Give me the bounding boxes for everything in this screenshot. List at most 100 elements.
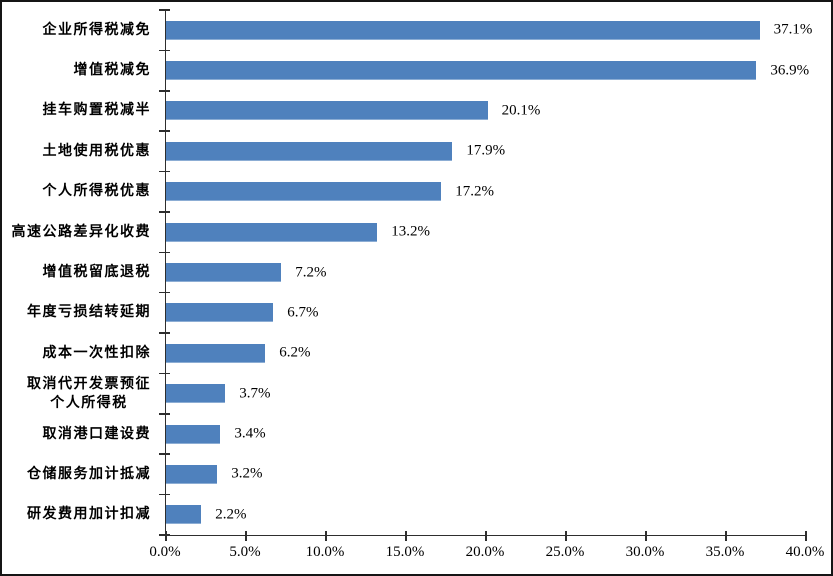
y-axis-tick xyxy=(159,332,170,334)
x-axis-tick xyxy=(725,531,727,541)
value-label: 13.2% xyxy=(391,223,430,240)
bar xyxy=(166,61,757,81)
x-tick-label: 35.0% xyxy=(705,544,745,560)
y-axis-tick xyxy=(159,534,170,536)
category-row: 挂车购置税减半 xyxy=(2,91,158,131)
bar-row: 20.1% xyxy=(166,91,806,131)
x-axis-tick xyxy=(405,531,407,541)
bar xyxy=(166,303,274,323)
x-axis-tick xyxy=(245,531,247,541)
y-axis-tick xyxy=(159,90,170,92)
category-row: 取消港口建设费 xyxy=(2,414,158,454)
category-row: 研发费用加计扣减 xyxy=(2,495,158,535)
category-row: 个人所得税优惠 xyxy=(2,172,158,212)
bar xyxy=(166,263,282,283)
y-axis-tick xyxy=(159,9,170,11)
bar-row: 3.7% xyxy=(166,374,806,414)
category-label: 企业所得税减免 xyxy=(42,22,151,38)
value-label: 6.7% xyxy=(287,304,319,321)
bar xyxy=(166,505,202,525)
y-axis-tick xyxy=(159,211,170,213)
category-row: 土地使用税优惠 xyxy=(2,131,158,171)
bar xyxy=(166,343,266,363)
value-label: 3.2% xyxy=(231,465,263,482)
value-label: 2.2% xyxy=(215,506,247,523)
bar xyxy=(166,141,453,161)
value-label: 3.4% xyxy=(234,425,266,442)
x-tick-label: 40.0% xyxy=(785,544,825,560)
bar xyxy=(166,464,218,484)
value-label: 3.7% xyxy=(239,385,271,402)
y-axis-tick xyxy=(159,130,170,132)
y-axis-tick xyxy=(159,493,170,496)
category-label: 成本一次性扣除 xyxy=(42,345,151,361)
category-label: 增值税减免 xyxy=(73,63,151,79)
category-label: 仓储服务加计抵减 xyxy=(27,466,151,482)
category-row: 高速公路差异化收费 xyxy=(2,212,158,252)
value-label: 6.2% xyxy=(279,344,311,361)
category-row: 成本一次性扣除 xyxy=(2,333,158,373)
category-label: 挂车购置税减半 xyxy=(42,103,151,119)
x-axis-tick xyxy=(485,531,487,541)
category-label: 年度亏损结转延期 xyxy=(27,305,151,321)
category-label: 土地使用税优惠 xyxy=(42,143,151,159)
bar xyxy=(166,222,378,242)
bar-row: 17.2% xyxy=(166,172,806,212)
bar xyxy=(166,182,442,202)
bar-row: 6.7% xyxy=(166,293,806,333)
y-axis-tick xyxy=(159,291,170,294)
x-axis-labels: 0.0% 5.0% 10.0% 15.0% 20.0% 25.0% 30.0% 35.0% 40… xyxy=(149,544,830,566)
bar-row: 7.2% xyxy=(166,252,806,292)
value-label: 36.9% xyxy=(770,62,810,79)
value-label: 7.2% xyxy=(295,264,327,281)
bar-row: 6.2% xyxy=(166,333,806,373)
category-axis-labels: 企业所得税减免增值税减免挂车购置税减半 土地使用税优惠 个人所得税优惠高速公路差异化… xyxy=(2,10,158,535)
value-label: 17.9% xyxy=(466,142,506,159)
bar-row: 3.4% xyxy=(166,414,806,454)
x-axis-tick xyxy=(565,531,567,541)
x-tick-label: 20.0% xyxy=(465,544,505,560)
category-label: 增值税留底退税 xyxy=(42,265,151,281)
y-axis-tick xyxy=(159,453,170,455)
x-axis-tick xyxy=(645,531,647,541)
x-tick-label: 5.0% xyxy=(229,544,261,560)
category-label: 个人所得税优惠 xyxy=(42,184,151,200)
category-label: 高速公路差异化收费 xyxy=(11,224,151,240)
bar xyxy=(166,101,488,121)
bar xyxy=(166,20,760,40)
category-row: 企业所得税减免 xyxy=(2,10,158,50)
x-tick-label: 30.0% xyxy=(625,544,665,560)
x-tick-label: 10.0% xyxy=(305,544,345,560)
category-label: 取消代开发票预征 个人所得税 xyxy=(27,376,151,411)
bar-row: 2.2% xyxy=(166,495,806,535)
bar xyxy=(166,424,221,444)
y-axis-tick xyxy=(159,170,170,173)
x-axis-tick xyxy=(165,531,167,541)
category-label: 研发费用加计扣减 xyxy=(27,507,151,523)
value-label: 20.1% xyxy=(501,102,541,119)
x-tick-label: 0.0% xyxy=(149,544,181,560)
category-row: 取消代开发票预征 个人所得税 xyxy=(2,374,158,414)
bar-row: 17.9% xyxy=(166,131,806,171)
bar xyxy=(166,384,226,404)
x-tick-label: 25.0% xyxy=(545,544,585,560)
bar-row: 37.1% xyxy=(166,10,812,50)
plot-area: 37.1% 36.9% 20.1% 17.9% 17.2% 13.2% 7.2% 6.7% 6.… xyxy=(159,9,812,541)
category-label: 取消港口建设费 xyxy=(42,426,151,442)
category-row: 仓储服务加计抵减 xyxy=(2,454,158,494)
category-row: 年度亏损结转延期 xyxy=(2,293,158,333)
x-axis-tick xyxy=(805,531,807,541)
bar-row: 3.2% xyxy=(166,454,806,494)
x-tick-label: 15.0% xyxy=(385,544,425,560)
y-axis-tick xyxy=(159,413,170,415)
bar-row: 36.9% xyxy=(166,50,810,90)
category-row: 增值税减免 xyxy=(2,50,158,90)
x-axis-tick xyxy=(325,531,327,541)
y-axis-tick xyxy=(159,251,170,254)
bar-row: 13.2% xyxy=(166,212,806,252)
y-axis-tick xyxy=(159,49,170,52)
category-row: 增值税留底退税 xyxy=(2,252,158,292)
y-axis-tick xyxy=(159,372,170,375)
value-label: 37.1% xyxy=(773,21,813,38)
